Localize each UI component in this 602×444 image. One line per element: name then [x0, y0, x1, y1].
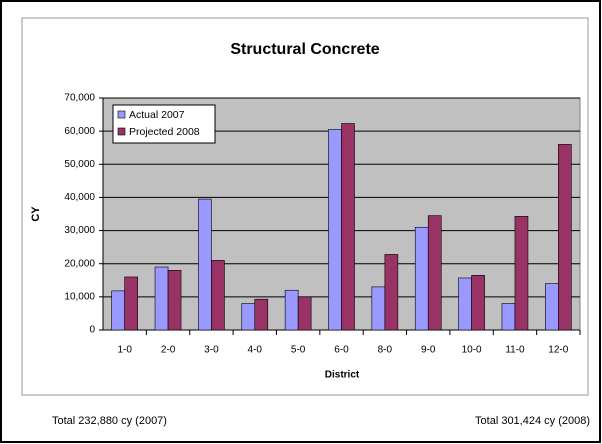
x-tick-label: 9-0: [421, 345, 436, 356]
bar: [514, 216, 529, 331]
legend-box: [112, 104, 216, 144]
chart-title: Structural Concrete: [230, 41, 379, 58]
y-tick-label: 60,000: [64, 126, 95, 137]
x-tick-label: 10-0: [462, 345, 482, 356]
bar: [427, 215, 442, 331]
y-tick-label: 10,000: [64, 291, 95, 302]
x-tick-label: 12-0: [548, 345, 568, 356]
annotation: Total 301,424 cy (2008): [475, 415, 590, 427]
annotation: Total 232,880 cy (2007): [52, 415, 167, 427]
legend-label: Projected 2008: [129, 126, 200, 138]
y-tick-label: 50,000: [64, 159, 95, 170]
x-tick-label: 6-0: [334, 345, 349, 356]
x-axis-label: District: [325, 370, 360, 381]
bar: [297, 296, 312, 331]
x-tick-label: 11-0: [505, 345, 525, 356]
y-tick-label: 40,000: [64, 192, 95, 203]
bar: [501, 303, 516, 331]
bar: [558, 144, 572, 331]
x-tick-label: 4-0: [248, 345, 263, 356]
bar: [198, 198, 212, 331]
bar: [371, 286, 386, 331]
bar: [254, 298, 269, 331]
bar: [284, 289, 299, 331]
x-tick-label: 5-0: [291, 345, 306, 356]
bar: [241, 303, 256, 331]
x-tick-label: 1-0: [117, 345, 132, 356]
bar: [124, 276, 138, 331]
x-tick-label: 8-0: [378, 345, 393, 356]
legend-label: Actual 2007: [129, 109, 185, 121]
bar: [111, 290, 125, 331]
y-tick-label: 70,000: [64, 93, 95, 104]
x-tick-label: 3-0: [204, 345, 219, 356]
legend-swatch: [117, 127, 126, 136]
y-tick-label: 0: [89, 325, 95, 336]
y-axis-label: CY: [30, 206, 42, 222]
bar: [167, 270, 182, 331]
bar: [154, 266, 169, 331]
bar: [545, 283, 559, 331]
bar: [328, 129, 342, 331]
bar: [211, 260, 225, 331]
bar: [341, 123, 355, 331]
x-tick-label: 2-0: [161, 345, 176, 356]
y-tick-label: 30,000: [64, 225, 95, 236]
bar: [384, 254, 399, 331]
y-tick-label: 20,000: [64, 258, 95, 269]
bar: [414, 226, 429, 331]
bar: [471, 275, 485, 331]
bar: [458, 277, 472, 331]
legend-swatch: [117, 110, 126, 119]
